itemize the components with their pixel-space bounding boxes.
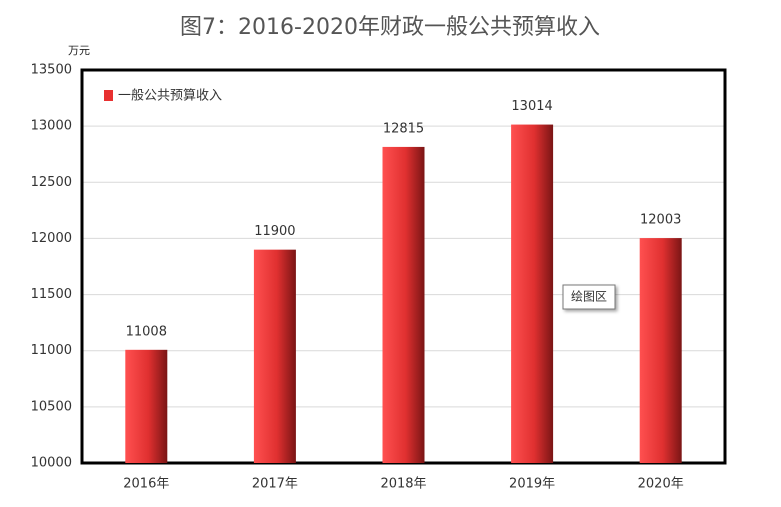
legend-swatch: [104, 90, 113, 101]
y-tick-label: 13500: [31, 63, 72, 78]
x-tick-label: 2018年: [380, 477, 426, 492]
y-tick-label: 10000: [31, 456, 72, 471]
x-tick-label: 2016年: [123, 477, 169, 492]
y-tick-label: 12000: [31, 231, 72, 246]
x-tick-label: 2017年: [252, 477, 298, 492]
x-tick-label: 2019年: [509, 477, 555, 492]
x-tick-label: 2020年: [638, 477, 684, 492]
tooltip-text: 绘图区: [571, 289, 607, 304]
data-label: 13014: [511, 99, 552, 114]
y-tick-label: 11500: [31, 287, 72, 302]
legend-label: 一般公共预算收入: [118, 88, 222, 104]
y-tick-label: 12500: [31, 175, 72, 190]
y-tick-label: 11000: [31, 343, 72, 358]
data-label: 11008: [126, 324, 167, 339]
bar: [639, 238, 682, 463]
bar: [253, 249, 296, 463]
y-tick-label: 10500: [31, 399, 72, 414]
data-label: 11900: [254, 224, 295, 239]
data-label: 12003: [640, 213, 681, 228]
bar: [511, 124, 554, 463]
bar: [125, 349, 168, 463]
tooltip-box: [562, 284, 616, 310]
bar: [382, 146, 425, 463]
y-tick-label: 13000: [31, 119, 72, 134]
y-unit: 万元: [68, 44, 90, 57]
data-label: 12815: [383, 121, 424, 136]
chart-title: 图7：2016-2020年财政一般公共预算收入: [180, 15, 600, 40]
